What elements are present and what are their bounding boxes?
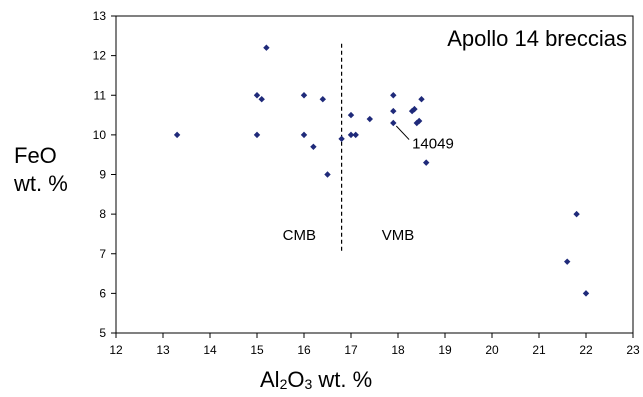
data-point — [173, 131, 181, 139]
data-point — [253, 131, 261, 139]
x-axis-label: Al2O3 wt. % — [260, 367, 372, 397]
x-axis-label-sub1: 2 — [279, 376, 288, 392]
chart-title: Apollo 14 breccias — [447, 26, 627, 51]
y-axis-label-line1: FeO — [14, 143, 57, 168]
axis-ticks: 12 13 14 15 16 17 18 19 20 21 22 23 5 6 7 8 9 10 11 12 13 — [93, 9, 640, 357]
x-tick-label: 22 — [579, 343, 593, 357]
data-point — [413, 119, 420, 127]
data-point — [258, 96, 265, 103]
x-tick-label: 13 — [156, 343, 170, 357]
data-points — [173, 44, 590, 297]
x-tick-label: 19 — [438, 343, 452, 357]
x-tick-label: 15 — [250, 343, 264, 357]
y-axis-label: FeO wt. % — [14, 142, 68, 198]
data-point — [423, 159, 430, 166]
y-tick-label: 7 — [99, 247, 106, 261]
x-tick-label: 20 — [485, 343, 499, 357]
data-point — [418, 96, 425, 103]
data-point — [564, 258, 571, 265]
chart-labels: Apollo 14 breccias CMB VMB 14049 — [283, 26, 627, 244]
x-axis-label-pre: Al — [260, 367, 280, 392]
x-axis-label-post: wt. % — [312, 367, 373, 392]
y-tick-label: 10 — [93, 128, 107, 142]
x-tick-label: 21 — [532, 343, 546, 357]
y-tick-label: 9 — [99, 168, 106, 182]
x-tick-label: 17 — [344, 343, 358, 357]
data-point — [347, 131, 355, 139]
y-tick-label: 8 — [99, 207, 106, 221]
y-tick-label: 13 — [93, 9, 107, 23]
x-tick-label: 14 — [203, 343, 217, 357]
data-point — [390, 92, 397, 99]
x-tick-label: 18 — [391, 343, 405, 357]
plot-border — [115, 15, 634, 334]
data-point — [338, 135, 345, 143]
y-tick-label: 6 — [99, 286, 106, 300]
data-point — [573, 210, 580, 218]
x-tick-label: 23 — [626, 343, 640, 357]
y-tick-label: 5 — [99, 326, 106, 340]
data-point — [415, 117, 423, 125]
x-axis-label-sub2: 3 — [304, 376, 313, 392]
data-point — [253, 92, 261, 99]
x-axis-label-mid: O — [287, 367, 305, 392]
data-point — [582, 290, 590, 297]
data-point — [390, 107, 397, 115]
data-point — [324, 171, 331, 178]
data-point — [347, 111, 355, 119]
annotation-label: 14049 — [412, 136, 454, 153]
data-point — [366, 115, 373, 123]
y-tick-label: 12 — [93, 49, 107, 63]
data-point — [263, 44, 270, 51]
data-point — [310, 143, 317, 150]
x-tick-label: 16 — [297, 343, 311, 357]
data-point — [411, 105, 418, 113]
data-point — [390, 119, 397, 127]
data-point — [352, 131, 359, 139]
y-axis-label-line2: wt. % — [14, 171, 68, 196]
data-point — [300, 131, 308, 139]
y-tick-label: 11 — [94, 88, 107, 102]
plot-area — [115, 15, 634, 334]
data-point — [300, 92, 308, 99]
annotation-leader-line — [395, 125, 410, 140]
region-label: VMB — [382, 227, 415, 244]
region-label: CMB — [283, 227, 316, 244]
x-tick-label: 12 — [109, 343, 123, 357]
data-point — [319, 96, 326, 103]
